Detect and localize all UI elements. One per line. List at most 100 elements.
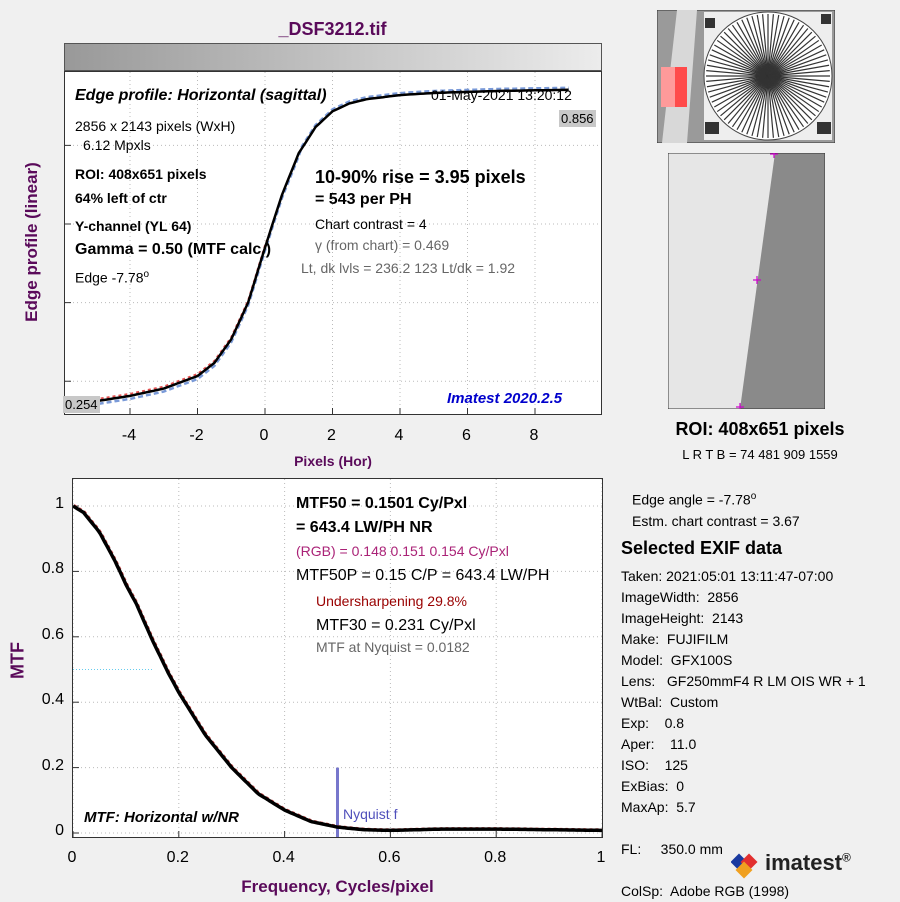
mtf50-rgb-text: (RGB) = 0.148 0.151 0.154 Cy/Pxl [296,543,509,559]
siemens-spoke [767,75,785,137]
siemens-spoke [767,17,790,77]
siemens-spoke [746,17,769,77]
siemens-spoke [767,75,829,93]
exif-item: MaxAp: 5.7 [621,799,696,815]
siemens-spoke [714,75,769,108]
siemens-spoke [761,75,769,138]
channel-text: Y-channel (YL 64) [75,218,192,234]
exif-item: ExBias: 0 [621,778,685,794]
mtf-xtick-label: 0 [67,849,77,866]
siemens-spoke [736,22,769,77]
siemens-spoke [727,75,769,124]
siemens-spoke [741,19,769,77]
edge-xtick-label: 2 [327,427,336,444]
siemens-spoke [767,75,825,103]
siemens-spoke [731,24,769,77]
siemens-spoke [767,75,816,117]
mtf50-text: MTF50 = 0.1501 Cy/Pxl [296,495,468,512]
siemens-spoke [741,75,769,133]
siemens-spoke [767,39,820,77]
roi-text: ROI: 408x651 pixels [75,166,207,182]
mtf-xtick-label: 0.6 [378,849,401,866]
image-thumbnail [656,9,836,144]
siemens-spoke [767,15,785,77]
image-size-text: 2856 x 2143 pixels (WxH) [75,118,236,134]
siemens-spoke [727,28,769,77]
mtf-xlabel: Frequency, Cycles/pixel [241,877,434,896]
mtf-xtick-label: 0.8 [484,849,507,866]
siemens-spoke [767,44,822,77]
siemens-spoke [767,75,809,124]
siemens-spoke [767,64,830,77]
siemens-spoke [767,75,805,128]
gamma-chart-text: γ (from chart) = 0.469 [315,237,450,253]
roi-side-text: ROI: 408x651 pixels [675,419,845,439]
siemens-spoke [723,31,769,77]
siemens-spoke [767,75,800,130]
exif-item: ImageHeight: 2143 [621,610,744,626]
siemens-spoke [767,54,827,77]
siemens-spoke [746,75,769,135]
edge-profile-ylabel: Edge profile (linear) [22,162,41,322]
siemens-spoke [714,44,769,77]
siemens-spoke [767,24,805,77]
edge-profile-xlabel: Pixels (Hor) [294,453,372,469]
siemens-spoke [707,59,769,77]
siemens-spoke [767,14,780,77]
edge-xtick-label: -4 [121,427,137,444]
siemens-spoke [756,14,769,77]
mtf-ytick-label: 0 [55,822,64,839]
gamma-text: Gamma = 0.50 (MTF calc.) [75,241,272,258]
exif-item: Model: GFX100S [621,652,733,668]
siemens-spoke [709,54,769,77]
nyquist-label: Nyquist f [343,806,398,822]
imatest-logo-text: imatest® [765,850,851,875]
edge-xtick-label: -2 [189,427,204,444]
exif-item: Make: FUJIFILM [621,631,729,647]
exif-item: FL: 350.0 mm [621,841,723,857]
rise-text: 10-90% rise = 3.95 pixels [315,167,526,187]
exif-item: ImageWidth: 2856 [621,589,739,605]
siemens-spoke [706,75,769,88]
mtf-series-line [73,504,602,833]
position-text: 64% left of ctr [75,190,167,206]
mtf-ytick-label: 1 [55,495,64,512]
siemens-spoke [711,75,769,103]
siemens-spoke [731,75,769,128]
roi-lrtb-text: L R T B = 74 481 909 1559 [682,447,838,462]
siemens-spoke [767,75,813,121]
siemens-spoke [767,75,820,113]
mtf-ytick-label: 0.8 [41,560,64,578]
imatest-version: Imatest 2020.2.5 [447,390,563,407]
siemens-spoke [767,19,795,77]
mtf-xtick-label: 0.2 [166,849,189,866]
edge-profile-title: Edge profile: Horizontal (sagittal) [75,87,327,104]
siemens-spoke [756,75,769,138]
estm-contrast-text: Estm. chart contrast = 3.67 [632,513,800,529]
high-level-label: 0.856 [559,110,596,127]
exif-title: Selected EXIF data [621,538,783,558]
siemens-spoke [761,14,769,77]
siemens-spoke [706,69,769,77]
mtf50-lw-text: = 643.4 LW/PH NR [296,519,433,536]
siemens-spoke [706,75,769,83]
mtf-plot: MTF50 = 0.1501 Cy/Pxl = 643.4 LW/PH NR (… [72,478,603,838]
edge-series-blue [82,86,569,408]
siemens-spoke [767,69,830,77]
mpixels-text: 6.12 Mpxls [83,137,151,153]
mtf-ytick-label: 0.4 [41,691,64,709]
edge-profile-datetime: 01-May-2021 13:20:12 [431,87,572,103]
mtf30-text: MTF30 = 0.231 Cy/Pxl [316,617,476,634]
siemens-spoke [716,39,769,77]
siemens-spoke [706,64,769,77]
levels-text: Lt, dk lvls = 236.2 123 Lt/dk = 1.92 [301,260,516,276]
edge-xtick-label: 6 [462,427,471,444]
per-ph-text: = 543 per PH [315,191,412,208]
siemens-spoke [767,75,827,98]
siemens-spoke [767,22,800,77]
roi-thumbnail [667,150,826,411]
siemens-spoke [709,75,769,98]
siemens-spoke [736,75,769,130]
exif-item: ISO: 125 [621,757,688,773]
gray-gradient-strip [64,43,602,71]
